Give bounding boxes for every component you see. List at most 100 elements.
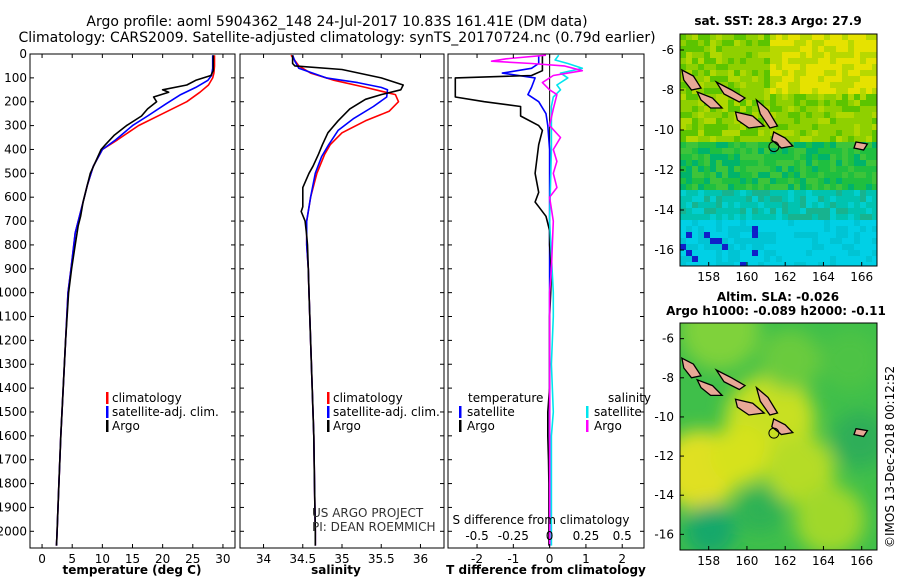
temperature-legend: climatology satellite-adj. clim. Argo <box>106 391 219 433</box>
y-tick-label: 500 <box>4 166 27 180</box>
sst-cell <box>830 250 836 256</box>
island <box>695 378 724 397</box>
sst-cell <box>794 262 800 266</box>
sst-cell <box>782 100 788 106</box>
sst-cell <box>740 70 746 76</box>
sst-cell <box>710 58 716 64</box>
sst-cell <box>746 34 752 40</box>
sst-cell <box>824 136 830 142</box>
sst-cell <box>764 70 770 76</box>
sst-cell <box>734 64 740 70</box>
sst-cell <box>812 208 818 214</box>
sst-cell <box>824 82 830 88</box>
sst-cell <box>812 220 818 226</box>
sst-cell <box>740 52 746 58</box>
sst-cell <box>716 46 722 52</box>
sst-cell <box>758 94 764 100</box>
sst-cell <box>818 142 824 148</box>
sst-cell <box>758 226 764 232</box>
sst-cell <box>722 142 728 148</box>
sst-cell <box>776 232 782 238</box>
sst-cell <box>836 154 842 160</box>
sst-cell <box>746 262 752 266</box>
sst-cell <box>722 202 728 208</box>
sst-cell <box>848 100 854 106</box>
sst-cell <box>818 82 824 88</box>
sst-cell <box>710 88 716 94</box>
y-tick-label: 300 <box>4 119 27 133</box>
sst-cell <box>800 244 806 250</box>
sst-cell <box>752 64 758 70</box>
sst-cell <box>764 202 770 208</box>
sst-cell <box>788 166 794 172</box>
sst-cell <box>836 82 842 88</box>
legend-temperature-title: temperature <box>468 391 543 405</box>
sst-cell <box>788 154 794 160</box>
sst-cell <box>770 94 776 100</box>
sst-cell <box>722 100 728 106</box>
sst-cell <box>812 118 818 124</box>
sst-cell <box>818 196 824 202</box>
sst-cell <box>692 202 698 208</box>
x-tick-label: 36 <box>413 552 428 566</box>
sst-cell <box>800 166 806 172</box>
sst-cell <box>698 232 704 238</box>
sst-cell <box>854 88 860 94</box>
sst-cell <box>728 184 734 190</box>
sst-cell <box>860 232 866 238</box>
sst-cell <box>734 190 740 196</box>
sst-cell <box>710 94 716 100</box>
sst-cell <box>788 148 794 154</box>
sst-cell <box>830 34 836 40</box>
sst-cell <box>824 148 830 154</box>
sst-cell <box>866 142 872 148</box>
sst-cell <box>806 262 812 266</box>
sst-cell <box>740 232 746 238</box>
sst-cell <box>848 214 854 220</box>
sst-cell <box>854 112 860 118</box>
sst-cell <box>758 136 764 142</box>
sst-cell <box>746 46 752 52</box>
sst-cell <box>770 172 776 178</box>
sst-cell <box>860 82 866 88</box>
sst-cell <box>824 262 830 266</box>
sst-cell <box>806 178 812 184</box>
sst-cell <box>860 166 866 172</box>
sst-cell <box>812 40 818 46</box>
sst-cell <box>716 262 722 266</box>
difference-top-ticks: -0.5 -0.25 0 0.25 0.5 <box>465 529 631 543</box>
sst-cell <box>722 250 728 256</box>
sst-cell <box>746 184 752 190</box>
sst-cell <box>794 238 800 244</box>
sst-cell <box>812 130 818 136</box>
sst-cell <box>860 226 866 232</box>
sst-cell <box>776 154 782 160</box>
sst-cell <box>692 136 698 142</box>
sst-cell <box>854 178 860 184</box>
sst-cell <box>764 226 770 232</box>
sst-cell <box>848 208 854 214</box>
sst-cell <box>788 112 794 118</box>
sst-cell <box>824 64 830 70</box>
sst-cell <box>746 166 752 172</box>
sst-cell <box>800 46 806 52</box>
sst-cell <box>830 256 836 262</box>
legend-salinity-title: salinity <box>608 391 651 405</box>
sst-cell <box>704 130 710 136</box>
sst-cell <box>752 244 758 250</box>
sst-cell <box>842 160 848 166</box>
sst-cell <box>830 40 836 46</box>
sst-cell <box>758 64 764 70</box>
sst-cell <box>824 220 830 226</box>
sst-cell <box>788 244 794 250</box>
sst-cell <box>842 238 848 244</box>
sst-cell <box>758 238 764 244</box>
sst-cell <box>842 226 848 232</box>
sst-cell <box>740 172 746 178</box>
sst-cell <box>746 100 752 106</box>
sst-cell <box>734 136 740 142</box>
x-tick-label: 20 <box>155 552 170 566</box>
sst-cell <box>728 148 734 154</box>
sst-cell <box>716 64 722 70</box>
sst-cell <box>824 94 830 100</box>
